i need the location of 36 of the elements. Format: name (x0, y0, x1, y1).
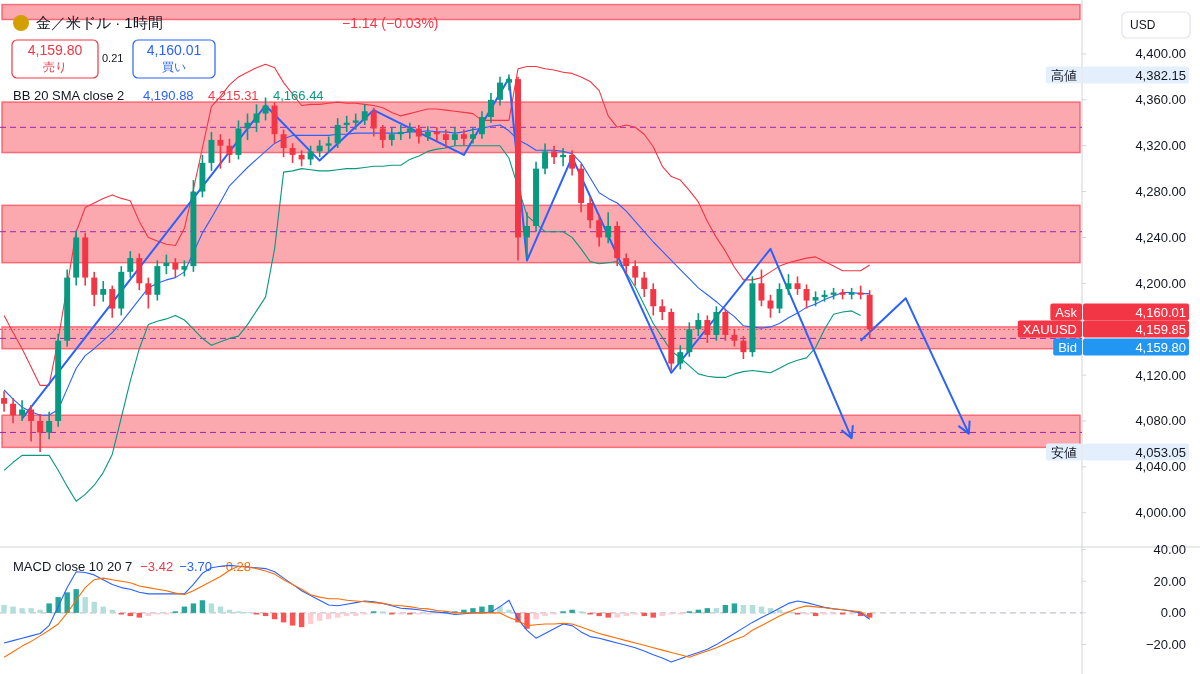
y-tick-label: 4,120.00 (1135, 367, 1186, 383)
text: 4,160.01 (1135, 304, 1186, 320)
y-tick-label: 40.00 (1153, 542, 1186, 558)
y-tick-label: 4,320.00 (1135, 138, 1186, 154)
annotation: 0.21 (102, 52, 124, 64)
annotation: −3.42 (140, 559, 174, 574)
text: MACD close 10 20 7 (13, 559, 133, 574)
annotation: XAUUSD (1022, 321, 1077, 337)
text: 4,159.85 (1135, 321, 1186, 337)
annotation: Ask (1055, 304, 1078, 320)
text: 4,382.15 (1135, 67, 1186, 83)
y-tick-label: 4,000.00 (1135, 505, 1186, 521)
y-tick-label: 4,200.00 (1135, 275, 1186, 291)
y-tick-label: 0.00 (1160, 605, 1186, 621)
text: 4,159.80 (1135, 339, 1186, 355)
annotation: −3.70 (179, 559, 213, 574)
annotation: 買い (162, 60, 186, 74)
annotation: 4,190.88 (143, 88, 194, 103)
y-tick-label: 20.00 (1153, 573, 1186, 589)
annotation: 売り (43, 60, 67, 74)
y-tick-label: 4,240.00 (1135, 229, 1186, 245)
y-tick-label: −20.00 (1145, 637, 1186, 653)
y-tick-label: 4,080.00 (1135, 413, 1186, 429)
y-tick-label: 4,360.00 (1135, 92, 1186, 108)
y-tick-label: 4,280.00 (1135, 184, 1186, 200)
annotation: −1.14 (−0.03%) (342, 15, 439, 31)
annotation: 安値 (1051, 444, 1077, 460)
annotation: 4,159.80 (27, 42, 83, 58)
annotation: BB 20 SMA close 2 (13, 88, 125, 103)
annotation: 高値 (1051, 67, 1077, 83)
text: USD (1130, 18, 1156, 32)
y-tick-label: 4,400.00 (1135, 46, 1186, 62)
annotation: Bid (1058, 339, 1077, 355)
text: 4,053.05 (1135, 444, 1186, 460)
annotation: 4,160.01 (146, 42, 202, 58)
y-tick-label: 4,040.00 (1135, 459, 1186, 475)
